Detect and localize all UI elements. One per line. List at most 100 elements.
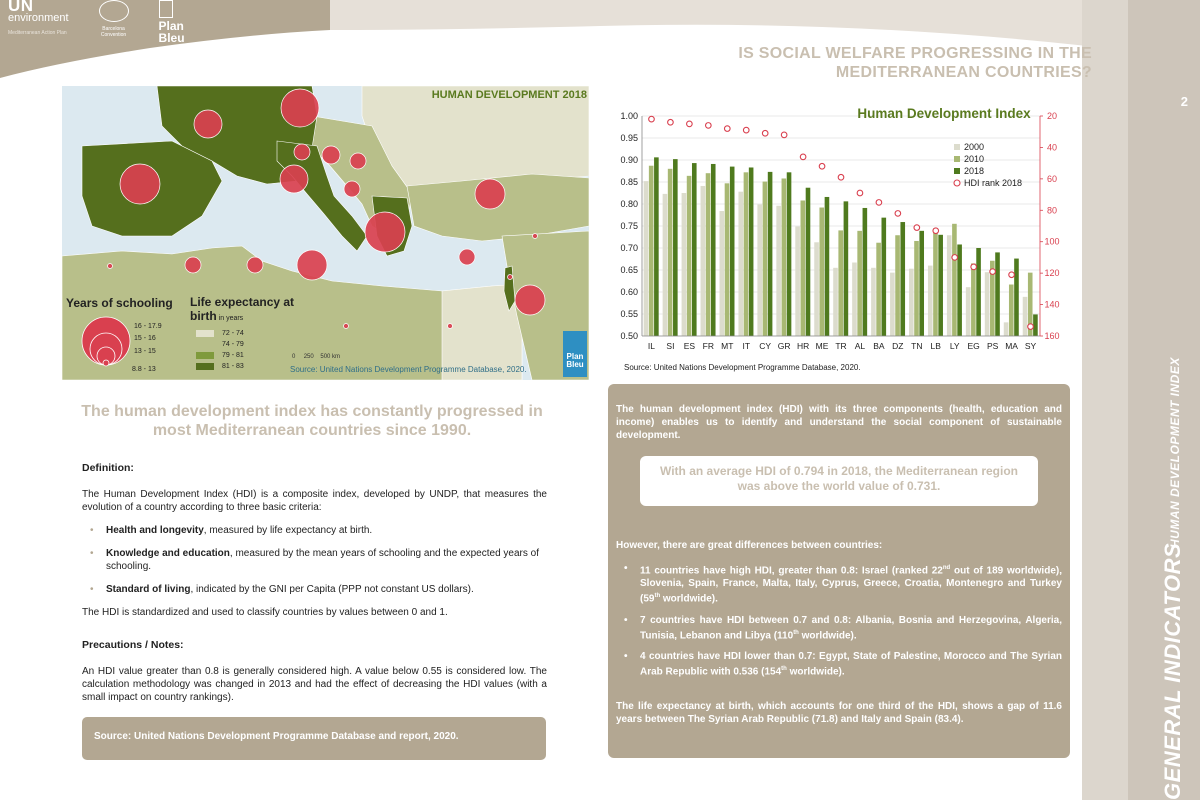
legend-schooling-label: 16 - 17.9 bbox=[134, 323, 162, 330]
bar-2010-ME bbox=[819, 207, 825, 336]
legend-swatch bbox=[196, 352, 214, 359]
bar-2010-LY bbox=[952, 223, 957, 336]
y2-tick-label: 40 bbox=[1047, 142, 1057, 152]
bar-2000-AL bbox=[852, 262, 857, 336]
bar-2010-AL bbox=[857, 230, 862, 336]
headline: The human development index has constant… bbox=[81, 403, 543, 439]
bar-2000-ME bbox=[814, 242, 819, 336]
legend-swatch bbox=[954, 168, 960, 174]
schooling-bubble bbox=[458, 248, 476, 266]
legend-label: 2010 bbox=[964, 154, 984, 164]
rank-point-TR bbox=[837, 173, 845, 181]
hdi-chart: 0.50 0.55 0.60 0.65 0.70 0.75 0.80 0.85 0.90 0.95… bbox=[604, 96, 1070, 378]
bar-2000-IT bbox=[738, 191, 744, 336]
legend-swatch bbox=[954, 156, 960, 162]
rank-point-FR bbox=[704, 122, 712, 129]
rank-point-LB bbox=[932, 227, 940, 235]
bar-2010-IT bbox=[743, 172, 749, 336]
bar-2018-ME bbox=[824, 196, 830, 336]
y-tick-label: 0.90 bbox=[620, 155, 638, 165]
schooling-bubble bbox=[246, 256, 264, 274]
bar-2010-HR bbox=[800, 200, 806, 336]
schooling-bubble bbox=[119, 163, 161, 205]
rank-point-IL bbox=[648, 115, 655, 123]
x-tick-label: AL bbox=[855, 341, 866, 351]
bar-2018-GR bbox=[786, 172, 792, 336]
bar-2000-SI bbox=[662, 193, 668, 336]
bar-2010-TN bbox=[914, 240, 919, 336]
y-tick-label: 0.65 bbox=[620, 265, 638, 275]
schooling-bubble bbox=[349, 152, 367, 170]
list-item: Standard of living, indicated by the GNI… bbox=[90, 583, 547, 596]
schooling-bubble bbox=[107, 263, 113, 269]
schooling-bubble bbox=[447, 323, 453, 329]
x-tick-label: LB bbox=[931, 341, 942, 351]
schooling-bubble bbox=[280, 88, 320, 128]
bar-2018-IT bbox=[748, 167, 754, 336]
x-tick-label: IL bbox=[648, 341, 655, 351]
bar-2000-GR bbox=[776, 205, 781, 336]
country-groups-list: 11 countries have high HDI, greater than… bbox=[624, 562, 1062, 678]
x-tick-label: CY bbox=[759, 341, 771, 351]
rank-point-AL bbox=[856, 189, 864, 197]
map-logo: Barcelona Convention bbox=[91, 0, 137, 38]
bar-2018-TR bbox=[843, 201, 849, 336]
legend-life-title: Life expectancy at birth in years bbox=[190, 295, 295, 323]
legend-swatch bbox=[196, 363, 214, 370]
bar-2018-ES bbox=[691, 163, 697, 336]
bar-2010-LB bbox=[933, 228, 938, 336]
chart-title: Human Development Index bbox=[857, 106, 1031, 121]
legend-label: 2018 bbox=[964, 166, 984, 176]
map-source: Source: United Nations Development Progr… bbox=[290, 365, 527, 374]
bar-2018-SI bbox=[673, 159, 678, 336]
legend-schooling-label: 15 - 16 bbox=[134, 335, 156, 342]
bar-2010-GR bbox=[781, 178, 787, 336]
rank-point-TN bbox=[913, 224, 921, 231]
bar-2010-EG bbox=[971, 263, 976, 336]
bar-2000-MT bbox=[719, 211, 725, 336]
precautions-text: An HDI value greater than 0.8 is general… bbox=[82, 666, 547, 703]
bar-2018-MA bbox=[1014, 258, 1019, 336]
bar-2018-LB bbox=[938, 234, 943, 336]
legend-life-label: 81 - 83 bbox=[222, 363, 244, 370]
bar-2000-DZ bbox=[890, 272, 895, 336]
y-tick-label: 0.50 bbox=[620, 331, 638, 341]
x-tick-label: BA bbox=[873, 341, 885, 351]
un-environment-logo: UN environment Mediterranean Action Plan bbox=[8, 0, 69, 36]
definition-title: Definition: bbox=[82, 462, 134, 474]
source-box: Source: United Nations Development Progr… bbox=[82, 717, 546, 760]
map-canvas bbox=[62, 86, 589, 380]
definition-section: Definition: The Human Development Index … bbox=[82, 462, 547, 714]
y-tick-label: 1.00 bbox=[620, 111, 638, 121]
bar-2000-ES bbox=[681, 193, 687, 336]
y-tick-label: 0.70 bbox=[620, 243, 638, 253]
legend-schooling-bubble bbox=[102, 359, 110, 367]
bar-2018-TN bbox=[919, 230, 925, 336]
bar-2000-LB bbox=[927, 265, 933, 336]
legend-life-row: 81 - 83 bbox=[196, 362, 244, 371]
legend-label: 2000 bbox=[964, 142, 984, 152]
plan-bleu-logo: Plan Bleu bbox=[158, 0, 185, 44]
schooling-bubble bbox=[343, 180, 361, 198]
schooling-bubble bbox=[364, 211, 406, 253]
schooling-bubble bbox=[507, 274, 513, 280]
list-item: Knowledge and education, measured by the… bbox=[90, 547, 547, 573]
bar-2010-TR bbox=[838, 230, 843, 336]
bar-2000-IL bbox=[643, 181, 649, 336]
legend-life-label: 72 - 74 bbox=[222, 330, 244, 337]
bar-2018-FR bbox=[710, 163, 716, 336]
bar-2000-BA bbox=[871, 267, 876, 336]
legend-life-row: 74 - 79 bbox=[196, 340, 244, 349]
x-tick-label: GR bbox=[778, 341, 791, 351]
definition-intro: The Human Development Index (HDI) is a c… bbox=[82, 489, 547, 513]
list-item: 11 countries have high HDI, greater than… bbox=[624, 562, 1062, 606]
bar-2000-EG bbox=[965, 287, 971, 336]
bar-2018-CY bbox=[767, 171, 773, 336]
legend-life-label: 74 - 79 bbox=[222, 341, 244, 348]
legend-swatch bbox=[954, 144, 960, 150]
schooling-bubble bbox=[279, 164, 309, 194]
bar-2010-SI bbox=[667, 168, 673, 336]
x-tick-label: MA bbox=[1005, 341, 1018, 351]
y-tick-label: 0.80 bbox=[620, 199, 638, 209]
precautions-title: Precautions / Notes: bbox=[82, 639, 184, 651]
